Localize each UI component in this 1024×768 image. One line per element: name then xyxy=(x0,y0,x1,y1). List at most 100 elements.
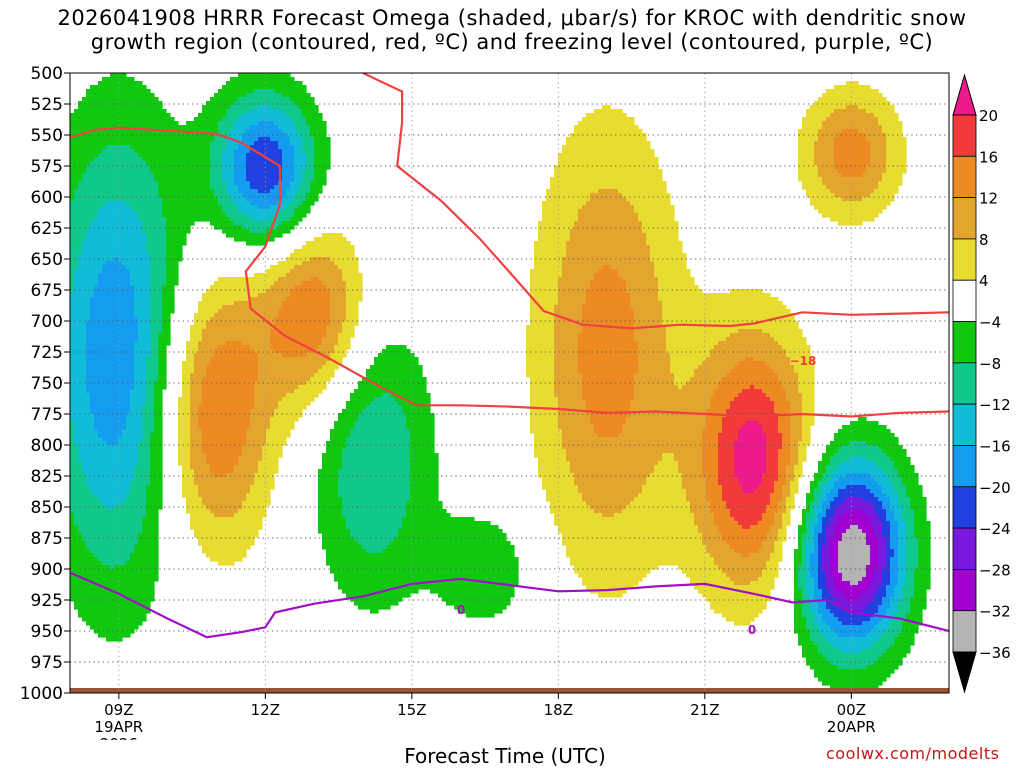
omega-cell xyxy=(906,541,919,546)
omega-cell xyxy=(314,149,331,154)
omega-cell xyxy=(98,633,131,638)
omega-cell xyxy=(314,157,331,162)
omega-cell xyxy=(282,173,295,178)
omega-cell xyxy=(914,513,927,518)
omega-cell xyxy=(870,501,883,506)
omega-cell xyxy=(734,581,751,586)
omega-cell xyxy=(134,297,151,302)
omega-cell xyxy=(846,473,871,478)
omega-cell xyxy=(566,545,707,550)
omega-cell xyxy=(542,477,575,482)
omega-cell xyxy=(578,349,639,354)
omega-cell xyxy=(886,165,907,170)
omega-cell xyxy=(862,529,875,534)
y-tick-label: 575 xyxy=(31,157,63,177)
omega-cell xyxy=(830,505,839,510)
omega-cell xyxy=(778,473,787,478)
omega-cell xyxy=(714,517,735,522)
omega-cell xyxy=(134,369,147,374)
omega-cell xyxy=(778,449,791,454)
omega-cell xyxy=(202,333,271,338)
omega-cell xyxy=(150,309,163,314)
omega-cell xyxy=(334,261,359,266)
omega-cell xyxy=(206,461,239,466)
omega-cell xyxy=(842,425,887,430)
omega-cell xyxy=(362,377,427,382)
omega-cell xyxy=(106,441,119,446)
omega-cell xyxy=(542,481,575,486)
omega-cell xyxy=(70,521,75,526)
omega-cell xyxy=(158,373,167,378)
omega-cell xyxy=(70,197,75,202)
omega-cell xyxy=(122,433,143,438)
omega-cell xyxy=(302,177,315,182)
omega-cell xyxy=(906,577,915,582)
omega-cell xyxy=(870,557,879,562)
omega-cell xyxy=(154,397,163,402)
omega-cell xyxy=(594,509,623,514)
omega-cell xyxy=(70,293,95,298)
omega-cell xyxy=(802,537,811,542)
omega-cell xyxy=(882,173,903,178)
omega-cell xyxy=(778,469,787,474)
omega-cell xyxy=(158,337,171,342)
credit-link[interactable]: coolwx.com/modelts xyxy=(826,744,1000,763)
omega-cell xyxy=(806,561,811,566)
omega-cell xyxy=(710,353,787,358)
omega-cell xyxy=(842,501,871,506)
omega-cell xyxy=(210,361,259,366)
omega-cell xyxy=(374,357,419,362)
omega-cell xyxy=(210,469,235,474)
omega-cell xyxy=(914,517,927,522)
omega-cell xyxy=(718,341,779,346)
omega-cell xyxy=(86,373,135,378)
omega-cell xyxy=(70,409,91,414)
terrain-strip xyxy=(70,688,949,693)
omega-cell xyxy=(810,557,819,562)
omega-cell xyxy=(826,497,835,502)
omega-cell xyxy=(798,177,823,182)
omega-cell xyxy=(558,157,659,162)
omega-cell xyxy=(798,129,819,134)
omega-cell xyxy=(150,329,163,334)
omega-cell xyxy=(254,381,307,386)
omega-cell xyxy=(130,553,159,558)
omega-cell xyxy=(70,273,75,278)
omega-cell xyxy=(346,517,403,522)
omega-cell xyxy=(566,253,651,258)
omega-cell xyxy=(294,145,303,150)
omega-cell xyxy=(150,465,163,470)
omega-cell xyxy=(710,401,731,406)
omega-cell xyxy=(554,393,583,398)
omega-cell xyxy=(806,553,811,558)
omega-cell xyxy=(818,573,827,578)
omega-cell xyxy=(410,437,435,442)
omega-cell xyxy=(562,433,599,438)
omega-cell xyxy=(194,321,207,326)
omega-cell xyxy=(806,585,815,590)
omega-cell xyxy=(70,569,159,574)
omega-cell xyxy=(798,533,803,538)
omega-cell xyxy=(894,553,899,558)
omega-cell xyxy=(130,389,147,394)
omega-cell xyxy=(806,589,815,594)
omega-cell xyxy=(714,557,771,562)
omega-cell xyxy=(190,397,203,402)
omega-cell xyxy=(582,313,635,318)
omega-cell xyxy=(790,425,803,430)
omega-cell xyxy=(902,513,915,518)
omega-cell xyxy=(918,553,931,558)
omega-cell xyxy=(166,249,183,254)
omega-cell xyxy=(458,609,503,614)
omega-cell xyxy=(730,405,775,410)
omega-cell xyxy=(70,457,79,462)
omega-cell xyxy=(86,365,135,370)
omega-cell xyxy=(750,553,771,558)
omega-cell xyxy=(186,341,199,346)
omega-cell xyxy=(182,385,191,390)
omega-cell xyxy=(190,413,199,418)
omega-cell xyxy=(146,513,159,518)
omega-cell xyxy=(86,169,151,174)
omega-cell xyxy=(886,585,895,590)
omega-cell xyxy=(818,165,835,170)
